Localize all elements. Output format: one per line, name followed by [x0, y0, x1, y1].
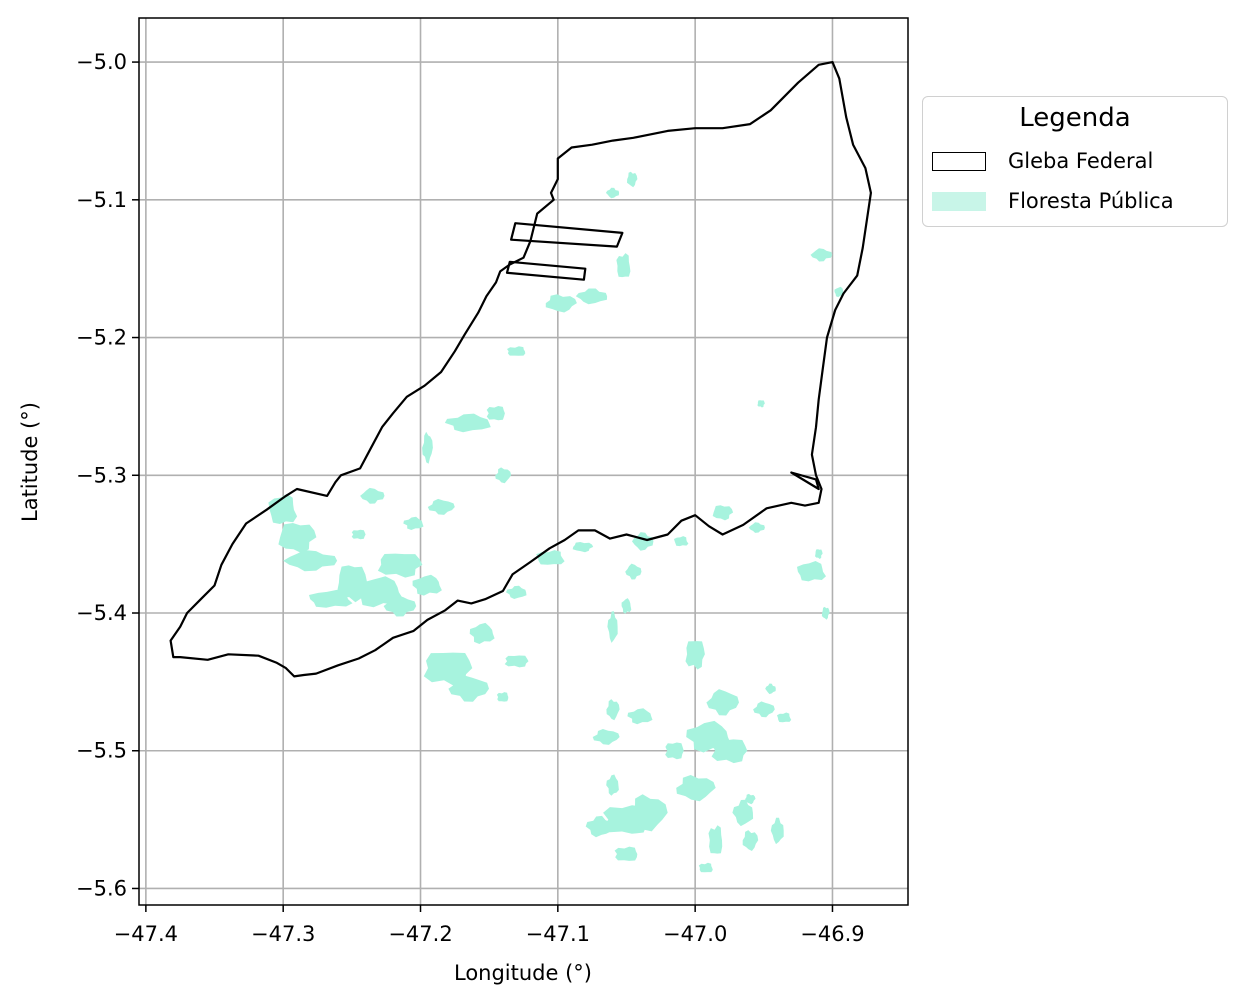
forest-patch [616, 253, 631, 278]
forest-patch [283, 550, 338, 572]
forest-patch [486, 406, 505, 421]
x-tick-label: −47.0 [663, 922, 727, 946]
forest-patch [427, 498, 455, 515]
y-tick-label: −5.3 [76, 463, 127, 487]
plot-frame [138, 17, 909, 906]
forest-patch [821, 606, 830, 620]
forest-patch [606, 699, 620, 721]
forest-patch [585, 815, 612, 838]
legend-item-floresta-publica: Floresta Pública [932, 187, 1174, 215]
forest-patch [625, 563, 642, 580]
forest-patch [627, 794, 668, 832]
forest-patch [545, 294, 577, 313]
forest-patch [423, 652, 473, 686]
forest-patch [469, 622, 495, 644]
y-tick-label: −5.0 [76, 50, 127, 74]
forest-patch [676, 775, 716, 802]
y-tick-label: −5.6 [76, 876, 127, 900]
y-tick-label: −5.2 [76, 326, 127, 350]
grid-lines [139, 18, 908, 905]
legend-label-gleba-federal: Gleba Federal [1008, 149, 1154, 173]
forest-patch [506, 585, 527, 599]
forest-patch [745, 793, 756, 805]
forest-patch [383, 595, 417, 617]
forest-patch [742, 830, 759, 851]
axis-ticks: −47.4 −47.3 −47.2 −47.1 −47.0 −46.9 −5.0 −5.1 −5… [76, 50, 865, 946]
forest-patch [495, 467, 512, 484]
forest-patch [665, 742, 684, 760]
forest-patch [797, 561, 826, 582]
forest-patch [732, 799, 754, 827]
legend-swatch-outline [932, 151, 986, 171]
forest-patch [444, 413, 491, 433]
forest-patch [834, 286, 845, 298]
forest-patch [627, 171, 638, 188]
forest-patch [268, 493, 298, 524]
forest-patch [757, 400, 765, 408]
y-tick-label: −5.5 [76, 739, 127, 763]
forest-patch [712, 505, 734, 521]
forest-patch [412, 574, 442, 596]
forest-patch [403, 516, 424, 530]
y-tick-label: −5.1 [76, 188, 127, 212]
x-tick-label: −47.1 [526, 922, 590, 946]
gleba-federal-boundary [505, 260, 587, 281]
forest-patch [770, 817, 784, 845]
forest-patch [674, 536, 689, 547]
forest-patch [698, 862, 713, 873]
forest-patch [278, 523, 317, 554]
legend: Legenda Gleba Federal Floresta Pública [922, 96, 1228, 227]
forest-patch [711, 739, 748, 764]
forest-patch [607, 611, 618, 643]
forest-patch [685, 641, 705, 670]
gleba-federal-layer [169, 61, 872, 678]
forest-patch [748, 522, 765, 533]
forest-patch [706, 689, 739, 716]
forest-patch [708, 825, 723, 854]
legend-title: Legenda [1019, 103, 1131, 133]
forest-patch [753, 701, 775, 718]
x-axis-label: Longitude (°) [454, 961, 592, 985]
legend-item-gleba-federal: Gleba Federal [932, 147, 1153, 175]
forest-layer [268, 171, 845, 873]
x-tick-label: −46.9 [800, 922, 864, 946]
forest-patch [614, 846, 638, 861]
x-tick-label: −47.3 [251, 922, 315, 946]
forest-patch [448, 675, 489, 702]
forest-patch [377, 553, 423, 578]
x-tick-label: −47.2 [388, 922, 452, 946]
y-tick-label: −5.4 [76, 601, 127, 625]
forest-patch [765, 683, 776, 695]
forest-patch [351, 529, 366, 540]
gleba-federal-boundary [790, 471, 820, 491]
legend-swatch-fill [932, 191, 986, 211]
forest-patch [815, 549, 823, 559]
forest-patch [575, 288, 608, 305]
forest-patch [504, 655, 529, 668]
gleba-federal-boundary [169, 61, 872, 678]
forest-patch [496, 692, 509, 702]
forest-patch [592, 729, 620, 745]
y-axis-label: Latitude (°) [18, 402, 42, 522]
forest-patch [572, 542, 594, 553]
forest-patch [621, 598, 632, 614]
gleba-federal-boundary [510, 222, 624, 248]
x-tick-label: −47.4 [114, 922, 178, 946]
forest-patch [777, 712, 792, 723]
legend-label-floresta-publica: Floresta Pública [1008, 189, 1174, 213]
forest-patch [360, 487, 385, 504]
forest-patch [605, 187, 620, 199]
forest-patch [606, 774, 619, 796]
forest-patch [627, 708, 653, 725]
forest-patch [507, 346, 526, 356]
forest-patch [422, 431, 433, 464]
forest-patch [810, 248, 833, 262]
